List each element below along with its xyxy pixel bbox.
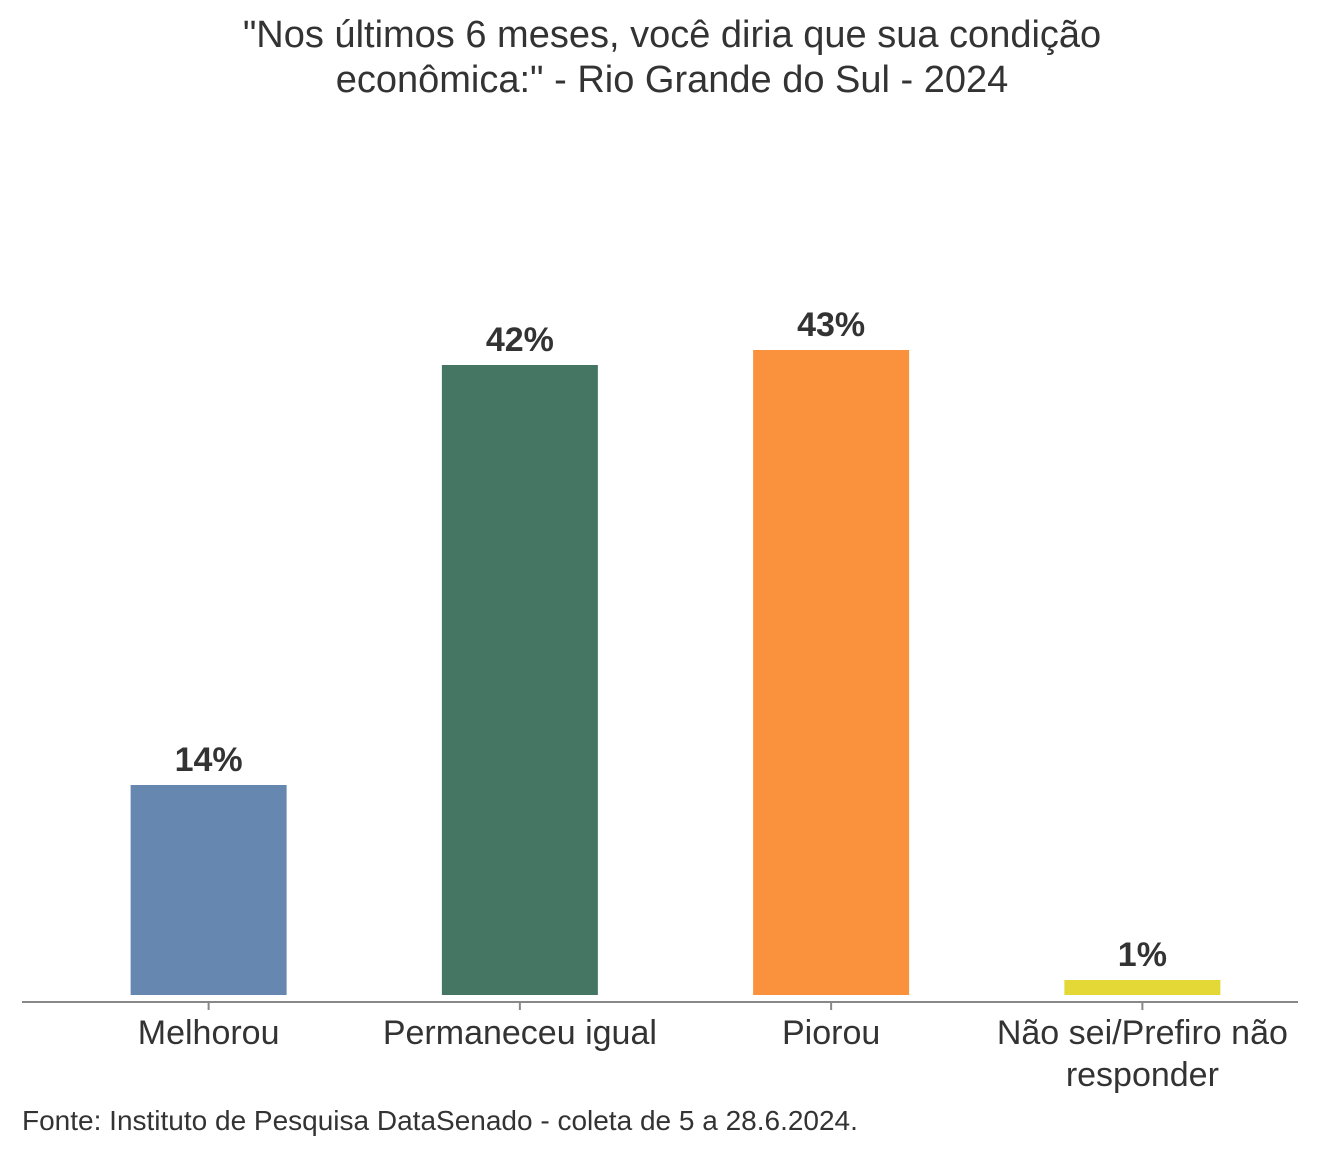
source-note: Fonte: Instituto de Pesquisa DataSenado … (22, 1105, 858, 1136)
x-tick-label: Melhorou (137, 1014, 280, 1052)
chart-title: "Nos últimos 6 meses, você diria que sua… (243, 14, 1101, 56)
x-tick-label: Permaneceu igual (382, 1014, 657, 1052)
bar (441, 365, 598, 995)
value-label: 14% (175, 741, 243, 779)
x-tick-label: Não sei/Prefiro não responder (996, 1014, 1288, 1094)
bar (1064, 980, 1221, 995)
bar (130, 785, 287, 995)
chart-title: econômica:" - Rio Grande do Sul - 2024 (336, 59, 1009, 101)
value-label: 1% (1118, 936, 1167, 974)
x-tick-label: Piorou (781, 1014, 881, 1052)
value-label: 42% (486, 321, 554, 359)
value-label: 43% (797, 306, 865, 344)
bar (753, 350, 910, 995)
